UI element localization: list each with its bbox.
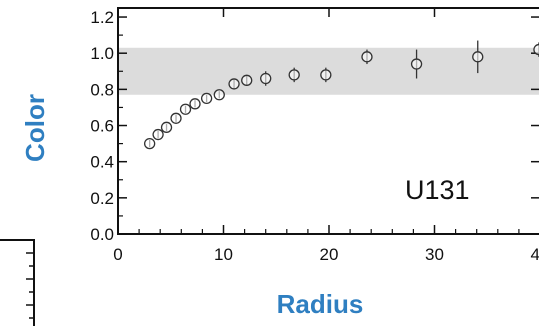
point-marker [361, 51, 373, 63]
data-point [410, 49, 423, 79]
data-point [143, 137, 156, 150]
data-point [170, 112, 182, 124]
y-tick-label: 0.8 [90, 80, 114, 99]
x-tick-label: 10 [214, 245, 233, 264]
data-point [179, 103, 192, 115]
point-marker [152, 128, 164, 141]
point-marker [410, 58, 423, 70]
data-point [260, 71, 272, 86]
x-tick-label: 40 [531, 245, 539, 264]
point-marker [241, 74, 253, 86]
data-point [241, 74, 253, 86]
data-point [152, 128, 164, 141]
y-tick-label: 0.2 [90, 189, 114, 208]
x-tick-label: 20 [320, 245, 339, 264]
y-axis-title: Color [20, 94, 50, 162]
annotation-label: U131 [405, 175, 470, 205]
adjacent-panel-frame [0, 239, 35, 326]
point-marker [200, 92, 213, 105]
y-tick-label: 1.0 [90, 44, 114, 63]
data-point [160, 121, 173, 133]
data-point [320, 67, 332, 83]
y-tick-label: 0.0 [90, 225, 114, 244]
x-axis-title: Radius [277, 289, 364, 319]
data-point [200, 92, 213, 105]
ticks-layer: 0.0 0.2 0.4 0.6 0.8 1.0 1.2 0 10 20 30 40 [90, 8, 539, 264]
point-marker [213, 89, 225, 101]
data-point [228, 78, 240, 90]
data-point [361, 49, 373, 65]
y-tick-label: 1.2 [90, 8, 114, 27]
point-marker [189, 98, 201, 110]
data-point [213, 89, 225, 101]
point-marker [170, 112, 182, 124]
y-tick-label: 0.4 [90, 153, 114, 172]
point-marker [143, 137, 156, 150]
point-marker [472, 51, 484, 63]
points-layer [143, 40, 539, 150]
y-tick-label: 0.6 [90, 117, 114, 136]
point-marker [160, 121, 173, 133]
x-tick-label: 0 [113, 245, 122, 264]
data-point [189, 98, 201, 110]
point-marker [288, 69, 300, 81]
point-marker [533, 43, 539, 56]
point-marker [320, 69, 332, 81]
point-marker [179, 103, 192, 115]
point-marker [228, 78, 240, 90]
x-tick-label: 30 [425, 245, 444, 264]
plot-frame [117, 7, 539, 235]
data-point [472, 40, 484, 74]
adjacent-panel-ticks [26, 252, 34, 319]
data-point [288, 67, 300, 83]
point-marker [260, 72, 272, 85]
